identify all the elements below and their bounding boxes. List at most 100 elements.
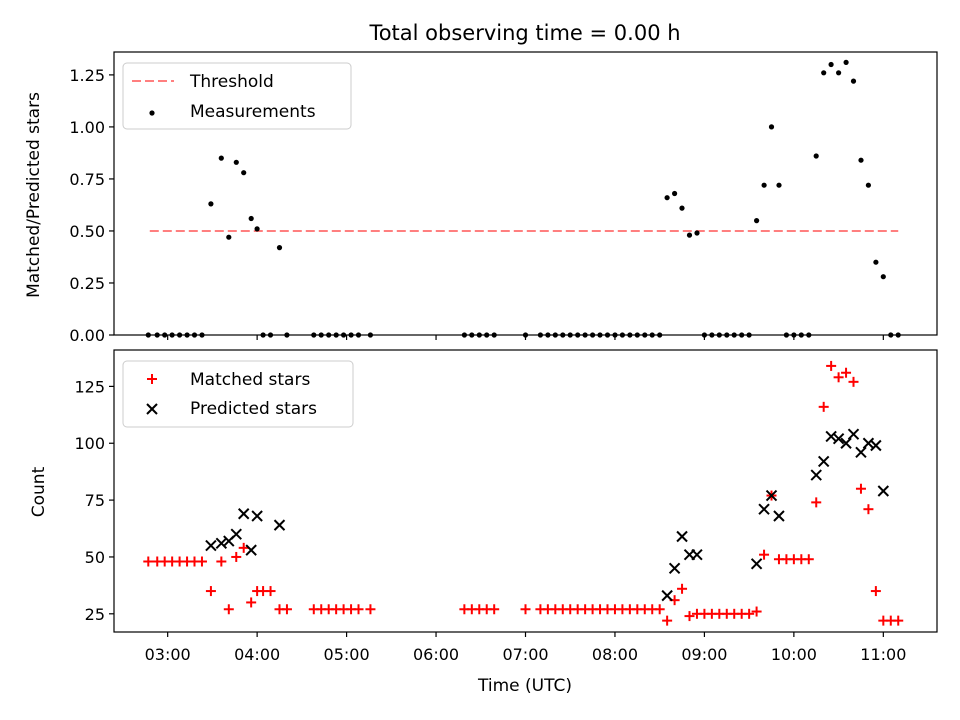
measurement-point: [254, 226, 260, 232]
bottom-y-tick-label: 50: [85, 548, 105, 567]
top-y-axis-label: Matched/Predicted stars: [24, 92, 44, 298]
matched-star-point: [870, 586, 881, 597]
matched-star-point: [281, 604, 292, 615]
bottom-x-tick-label: 10:00: [771, 645, 817, 664]
top-legend: Threshold Measurements: [122, 62, 352, 130]
matched-star-point: [759, 549, 770, 560]
measurement-point: [880, 274, 886, 280]
bottom-y-axis-label: Count: [29, 466, 49, 517]
legend-measurements-label: Measurements: [190, 102, 316, 122]
measurement-point: [672, 190, 678, 197]
measurement-point: [679, 205, 685, 211]
matched-star-point: [489, 604, 500, 615]
bottom-x-tick-label: 09:00: [681, 645, 727, 664]
predicted-star-point: [817, 455, 830, 468]
predicted-star-point: [750, 558, 763, 570]
top-y-tick-label: 0.00: [69, 326, 105, 345]
bottom-x-tick-label: 11:00: [860, 645, 906, 664]
matched-star-point: [143, 556, 154, 567]
predicted-star-point: [758, 503, 770, 515]
bottom-x-tick-label: 04:00: [234, 645, 280, 664]
measurement-point: [776, 182, 782, 188]
matched-star-point: [196, 556, 207, 567]
matched-star-point: [238, 542, 249, 553]
bottom-plot-area: 25 50 75 100 125 03:00 04:00 05:00 06:00 07:00 08:…: [74, 349, 938, 664]
bottom-legend-box: [122, 360, 354, 428]
matched-star-point: [855, 483, 866, 494]
measurement-point: [828, 61, 834, 68]
predicted-star-point: [825, 430, 837, 443]
matched-star-point: [811, 497, 822, 508]
bottom-y-tick-label: 125: [74, 377, 105, 396]
matched-star-point: [841, 367, 852, 378]
predicted-star-point: [691, 548, 703, 561]
top-plot-area: 0.00 0.25 0.50 0.75 1.00 1.25: [69, 51, 938, 345]
predicted-star-point: [238, 508, 250, 520]
measurement-point: [858, 157, 864, 163]
matched-star-point: [893, 615, 904, 626]
measurement-point: [218, 155, 224, 161]
predicted-star-point: [245, 544, 257, 556]
bottom-x-tick-label: 07:00: [502, 645, 548, 664]
matched-star-point: [223, 604, 234, 615]
predicted-star-point: [661, 589, 673, 602]
matched-star-point: [684, 611, 695, 622]
matched-star-point: [662, 615, 673, 626]
predicted-star-point: [832, 432, 845, 445]
matched-star-point: [818, 401, 829, 412]
top-y-tick-label: 0.75: [69, 170, 105, 189]
measurement-point: [873, 259, 879, 265]
predicted-star-point: [668, 562, 681, 575]
matched-star-point: [205, 586, 216, 597]
measurement-point: [813, 153, 819, 159]
matched-star-point: [365, 604, 376, 615]
measurement-point: [208, 201, 214, 207]
bottom-y-tick-label: 100: [74, 434, 105, 453]
matched-star-point: [744, 608, 755, 619]
predicted-star-point: [765, 489, 778, 502]
bottom-x-tick-label: 08:00: [592, 645, 638, 664]
measurement-point: [865, 182, 872, 188]
top-legend-box: [122, 62, 352, 130]
bottom-x-tick-label: 06:00: [413, 645, 459, 664]
measurement-point: [768, 124, 775, 130]
matched-star-point: [833, 372, 844, 383]
predicted-star-point: [877, 485, 890, 497]
predicted-star-point: [251, 510, 263, 522]
top-y-tick-label: 1.00: [69, 118, 105, 137]
predicted-star-point: [870, 439, 882, 452]
bottom-y-tick-label: 25: [85, 605, 105, 624]
predicted-star-point: [840, 437, 852, 449]
predicted-star-point: [215, 537, 228, 550]
legend-predicted-label: Predicted stars: [190, 399, 317, 419]
top-y-tick-label: 1.25: [69, 66, 105, 85]
legend-matched-label: Matched stars: [190, 370, 310, 390]
bottom-x-axis-label: Time (UTC): [477, 676, 572, 696]
predicted-star-point: [862, 437, 875, 449]
bottom-x-tick-label: 05:00: [324, 645, 370, 664]
legend-measurements-swatch: [149, 110, 155, 116]
measurement-point: [248, 215, 254, 222]
matched-star-point: [826, 360, 837, 371]
measurement-point: [754, 218, 760, 224]
top-chart-title: Total observing time = 0.00 h: [368, 21, 680, 45]
predicted-star-point: [230, 528, 242, 540]
matched-star-point: [751, 606, 762, 617]
matched-star-point: [353, 604, 364, 615]
bottom-x-tick-label: 03:00: [145, 645, 191, 664]
matched-star-point: [848, 376, 859, 387]
measurement-point: [836, 70, 842, 76]
predicted-star-point: [676, 530, 688, 543]
matched-star-point: [265, 586, 276, 597]
legend-matched-swatch: [147, 374, 157, 384]
predicted-star-point: [847, 428, 860, 440]
matched-star-point: [863, 504, 874, 515]
bottom-y-tick-label: 75: [85, 491, 105, 510]
legend-threshold-label: Threshold: [189, 72, 274, 92]
measurement-point: [694, 230, 700, 236]
measurement-point: [821, 70, 827, 76]
predicted-star-point: [810, 469, 822, 481]
predicted-star-point: [773, 510, 785, 522]
legend-predicted-swatch: [146, 403, 158, 415]
